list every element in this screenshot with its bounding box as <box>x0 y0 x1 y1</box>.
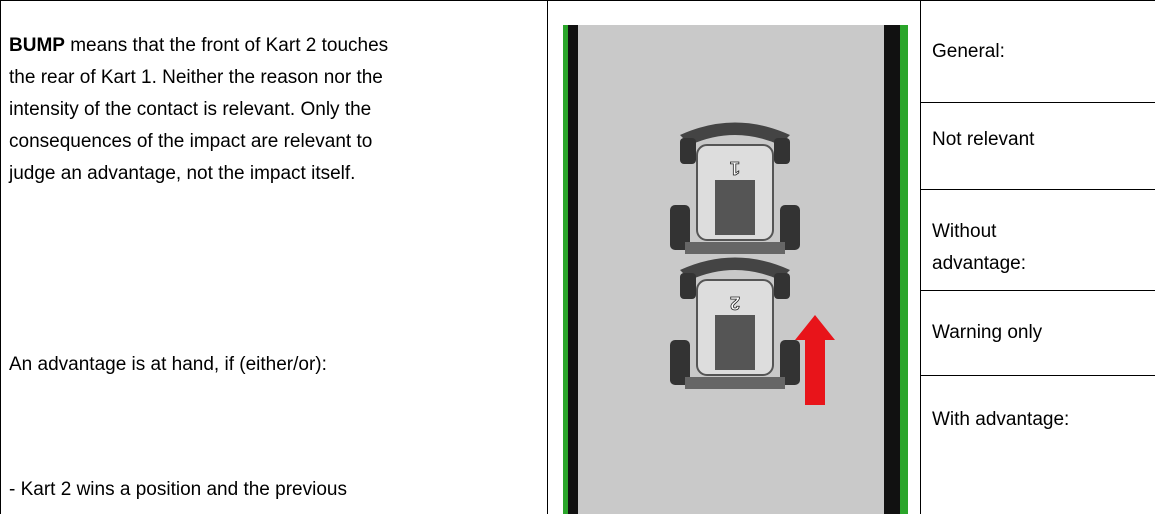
border <box>920 102 1155 103</box>
border <box>547 0 548 514</box>
text-line: consequences of the impact are relevant … <box>9 131 373 152</box>
border <box>0 0 1155 1</box>
border <box>920 0 921 514</box>
term: BUMP <box>9 35 65 56</box>
text-line: the rear of Kart 1. Neither the reason n… <box>9 67 383 88</box>
text-line: - Kart 2 wins a position and the previou… <box>9 479 347 500</box>
cell-text: Without <box>932 221 997 242</box>
cell-text: General: <box>932 41 1005 62</box>
border <box>920 375 1155 376</box>
text-line: BUMP means that the front of Kart 2 touc… <box>9 30 388 62</box>
kart-number: 1 <box>730 158 740 178</box>
cell-text: advantage: <box>932 253 1027 274</box>
border <box>0 0 1 514</box>
illustration: 1 2 <box>563 25 908 514</box>
text: means that the front of Kart 2 touches <box>70 35 389 56</box>
cell-text: Not relevant <box>932 129 1035 150</box>
text-line: intensity of the contact is relevant. On… <box>9 99 372 120</box>
text-line: An advantage is at hand, if (either/or): <box>9 354 327 375</box>
cell-text: Warning only <box>932 322 1043 343</box>
kart-number: 2 <box>730 293 740 313</box>
border <box>920 290 1155 291</box>
cell-text: With advantage: <box>932 409 1070 430</box>
border <box>920 189 1155 190</box>
text-line: judge an advantage, not the impact itsel… <box>9 163 356 184</box>
